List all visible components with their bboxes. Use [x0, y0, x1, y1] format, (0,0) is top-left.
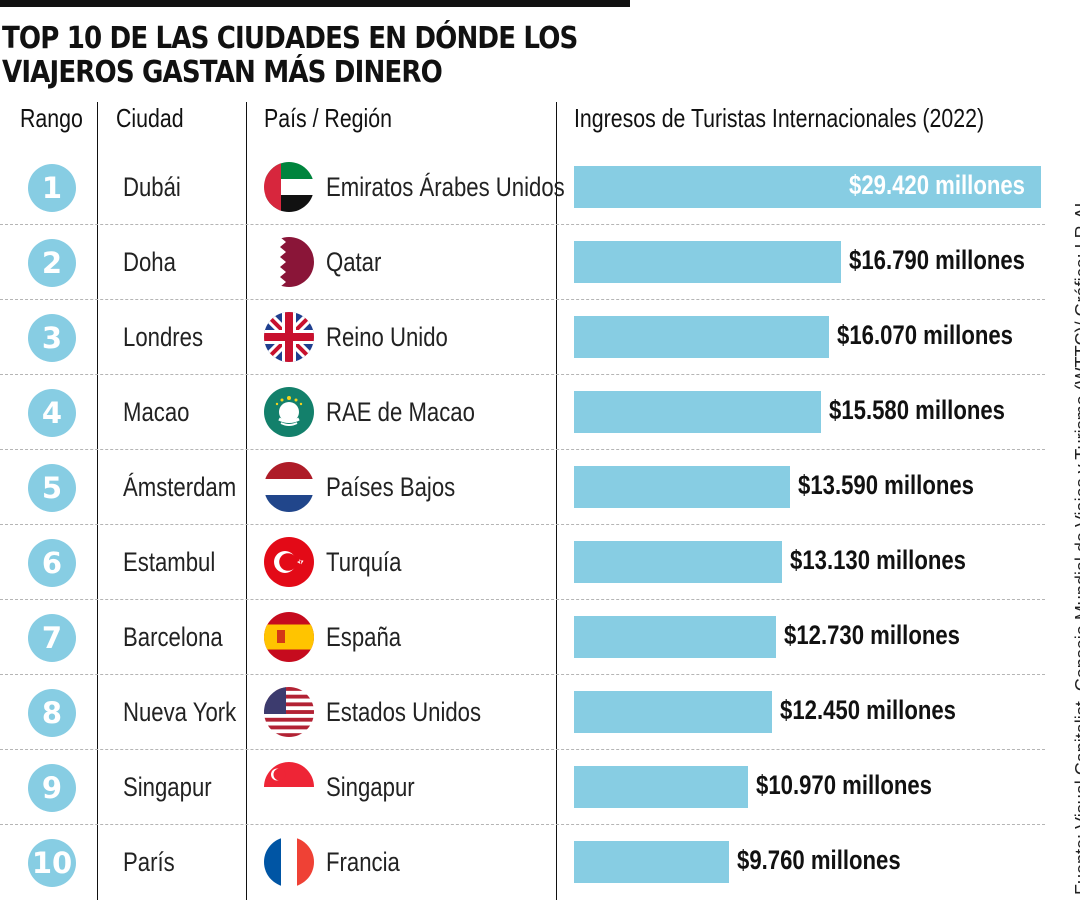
country-name: Emiratos Árabes Unidos: [326, 172, 565, 202]
value-label: $16.070 millones: [837, 320, 1014, 350]
rank-badge: 3: [28, 314, 76, 362]
singapore-flag-icon: [264, 762, 314, 812]
value-label: $16.790 millones: [849, 245, 1026, 275]
value-bar: [574, 691, 772, 733]
rank-badge: 9: [28, 764, 76, 812]
country-name: Singapur: [326, 772, 415, 802]
chart-title-line-1: TOP 10 DE LAS CIUDADES EN DÓNDE LOS: [2, 21, 578, 56]
value-column-header: Ingresos de Turistas Internacionales (20…: [574, 103, 985, 133]
country-name: Estados Unidos: [326, 697, 482, 727]
table-row: 1 Dubái Emiratos Árabes Unidos $29.420 mill…: [0, 150, 1045, 225]
city-name: Doha: [123, 247, 176, 277]
row-separator: [0, 449, 1045, 450]
country-name: RAE de Macao: [326, 397, 475, 427]
column-divider: [97, 102, 98, 900]
rank-badge: 7: [28, 614, 76, 662]
table-row: 7 Barcelona España $12.730 millones: [0, 600, 1045, 675]
table-row: 8 Nueva York Estados Unidos $12.450 millone…: [0, 675, 1045, 750]
value-bar: [574, 391, 821, 433]
value-bar: [574, 241, 841, 283]
spain-flag-icon: [264, 612, 314, 662]
row-separator: [0, 824, 1045, 825]
city-column-header: Ciudad: [116, 103, 184, 133]
city-name: Barcelona: [123, 622, 223, 652]
city-name: París: [123, 847, 175, 877]
chart-title: TOP 10 DE LAS CIUDADES EN DÓNDE LOS VIAJ…: [2, 21, 578, 90]
column-divider: [246, 102, 247, 900]
table-row: 2 Doha Qatar $16.790 millones: [0, 225, 1045, 300]
city-name: Nueva York: [123, 697, 237, 727]
country-name: Reino Unido: [326, 322, 448, 352]
city-name: Macao: [123, 397, 190, 427]
table-row: 5 Ámsterdam Países Bajos $13.590 millones: [0, 450, 1045, 525]
value-bar: [574, 616, 776, 658]
table-row: 4 Macao RAE de Macao $15.580 millones: [0, 375, 1045, 450]
macao-flag-icon: [264, 387, 314, 437]
value-label: $9.760 millones: [737, 845, 901, 875]
rank-badge: 10: [28, 839, 76, 887]
rank-badge: 6: [28, 539, 76, 587]
france-flag-icon: [264, 837, 314, 887]
city-name: Dubái: [123, 172, 181, 202]
value-bar: [574, 316, 829, 358]
value-label: $10.970 millones: [756, 770, 933, 800]
value-label: $15.580 millones: [829, 395, 1006, 425]
table-row: 9 Singapur Singapur $10.970 millones: [0, 750, 1045, 825]
value-bar: [574, 466, 790, 508]
country-name: Turquía: [326, 547, 402, 577]
rank-column-header: Rango: [20, 103, 83, 133]
row-separator: [0, 749, 1045, 750]
value-bar: [574, 166, 1041, 208]
value-bar: [574, 766, 748, 808]
country-column-header: País / Región: [264, 103, 392, 133]
rank-badge: 1: [28, 164, 76, 212]
value-bar: [574, 841, 729, 883]
value-label: $12.730 millones: [784, 620, 961, 650]
column-divider: [556, 102, 557, 900]
table-row: 10 París Francia $9.760 millones: [0, 825, 1045, 900]
rank-badge: 8: [28, 689, 76, 737]
rank-badge: 5: [28, 464, 76, 512]
row-separator: [0, 524, 1045, 525]
city-name: Singapur: [123, 772, 212, 802]
rank-badge: 4: [28, 389, 76, 437]
turkey-flag-icon: [264, 537, 314, 587]
country-name: Francia: [326, 847, 400, 877]
top-rule: [0, 0, 630, 7]
row-separator: [0, 674, 1045, 675]
chart-title-line-2: VIAJEROS GASTAN MÁS DINERO: [2, 55, 443, 90]
row-separator: [0, 599, 1045, 600]
table-row: 3 Londres Reino Unido $16.070 millones: [0, 300, 1045, 375]
value-label: $13.130 millones: [790, 545, 967, 575]
city-name: Estambul: [123, 547, 216, 577]
row-separator: [0, 224, 1045, 225]
netherlands-flag-icon: [264, 462, 314, 512]
country-name: Qatar: [326, 247, 382, 277]
uk-flag-icon: [264, 312, 314, 362]
rank-badge: 2: [28, 239, 76, 287]
city-name: Ámsterdam: [123, 472, 237, 502]
row-separator: [0, 374, 1045, 375]
source-note: Fuente: Visual Capitalist, Consejo Mundi…: [1072, 197, 1080, 895]
value-label: $29.420 millones: [849, 170, 1026, 200]
value-label: $13.590 millones: [798, 470, 975, 500]
value-bar: [574, 541, 782, 583]
uae-flag-icon: [264, 162, 314, 212]
table-row: 6 Estambul Turquía $13.130 millones: [0, 525, 1045, 600]
row-separator: [0, 299, 1045, 300]
value-label: $12.450 millones: [780, 695, 957, 725]
usa-flag-icon: [264, 687, 314, 737]
city-name: Londres: [123, 322, 204, 352]
country-name: España: [326, 622, 402, 652]
country-name: Países Bajos: [326, 472, 456, 502]
qatar-flag-icon: [264, 237, 314, 287]
